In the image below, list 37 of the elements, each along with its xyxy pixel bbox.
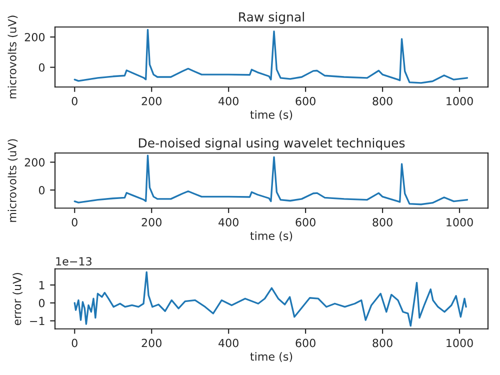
line-series — [74, 28, 468, 84]
x-tick-label: 200 — [142, 218, 162, 226]
x-tick-label: 200 — [142, 338, 162, 348]
y-tick-label: 0 — [38, 186, 45, 194]
y-tick-label: 200 — [24, 32, 45, 42]
x-axis-title: time (s) — [250, 231, 292, 242]
y-axis-title: error (uV) — [12, 272, 22, 326]
x-axis-title: time (s) — [250, 110, 292, 120]
y-tick-label: 1 — [39, 281, 44, 290]
chart-title: De-noised signal using wavelet techniques — [138, 138, 405, 150]
y-tick-label: 200 — [24, 158, 45, 167]
x-tick-label: 0 — [72, 96, 78, 106]
x-tick-label: 400 — [218, 218, 238, 226]
x-tick-label: 200 — [142, 96, 162, 106]
line-series — [74, 271, 467, 327]
x-tick-label: 800 — [372, 338, 392, 348]
x-tick-label: 0 — [72, 218, 78, 226]
x-tick-label: 800 — [372, 96, 392, 106]
x-tick-label: 400 — [218, 96, 238, 106]
chart-title: Raw signal — [239, 12, 304, 24]
x-tick-label: 600 — [296, 96, 316, 106]
text: 1e−13 — [56, 257, 92, 266]
y-tick-label: 0 — [38, 63, 45, 72]
x-axis-title: time (s) — [250, 352, 292, 362]
x-tick-label: 400 — [218, 338, 238, 348]
x-tick-label: 1000 — [446, 96, 473, 106]
y-tick-label: −1 — [30, 316, 44, 326]
y-axis-title: microvolts (uV) — [8, 139, 18, 222]
line-series — [74, 154, 468, 206]
x-tick-label: 600 — [296, 218, 316, 226]
x-tick-label: 600 — [296, 338, 316, 348]
y-axis-title: microvolts (uV) — [8, 16, 18, 98]
x-tick-label: 0 — [72, 338, 78, 348]
x-tick-label: 1000 — [446, 338, 473, 348]
y-tick-label: 0 — [38, 298, 45, 308]
x-tick-label: 800 — [372, 218, 392, 226]
x-tick-label: 1000 — [446, 218, 473, 226]
